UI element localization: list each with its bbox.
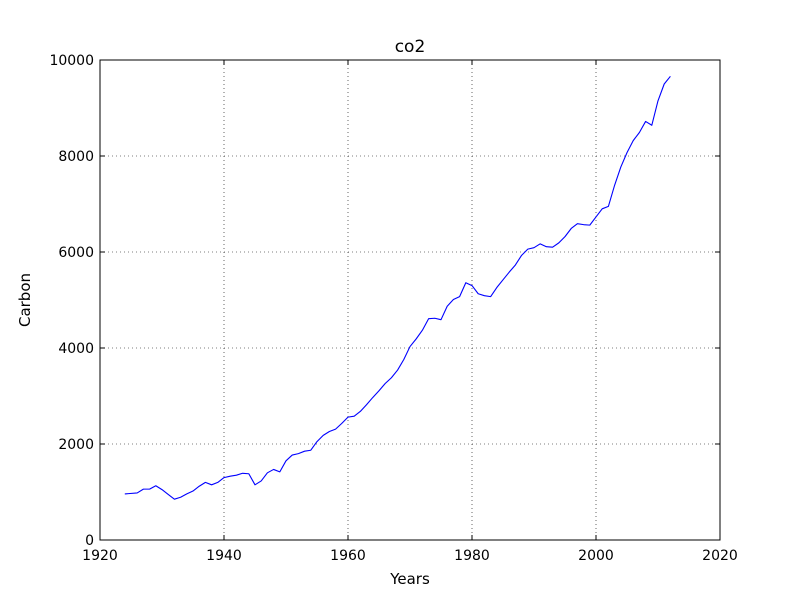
y-axis-label: Carbon [16, 273, 34, 327]
x-tick-label: 1980 [454, 548, 490, 564]
x-tick-label: 1920 [82, 548, 118, 564]
x-axis-label: Years [389, 570, 430, 588]
x-tick-label: 2000 [578, 548, 614, 564]
x-tick-label: 1960 [330, 548, 366, 564]
y-tick-label: 10000 [49, 53, 94, 69]
y-tick-label: 2000 [58, 437, 94, 453]
axis-ticks: 1920 1940 1960 1980 2000 2020 0 2000 4000 6000 800… [49, 53, 737, 564]
x-tick-label: 2020 [702, 548, 738, 564]
y-tick-label: 8000 [58, 149, 94, 165]
series-layer [124, 75, 671, 500]
plot-frame [99, 59, 721, 541]
series-line [124, 75, 671, 500]
x-tick-label: 1940 [206, 548, 242, 564]
y-tick-label: 6000 [58, 245, 94, 261]
y-tick-label: 4000 [58, 341, 94, 357]
y-tick-label: 0 [85, 533, 94, 549]
chart-title: co2 [395, 37, 426, 57]
